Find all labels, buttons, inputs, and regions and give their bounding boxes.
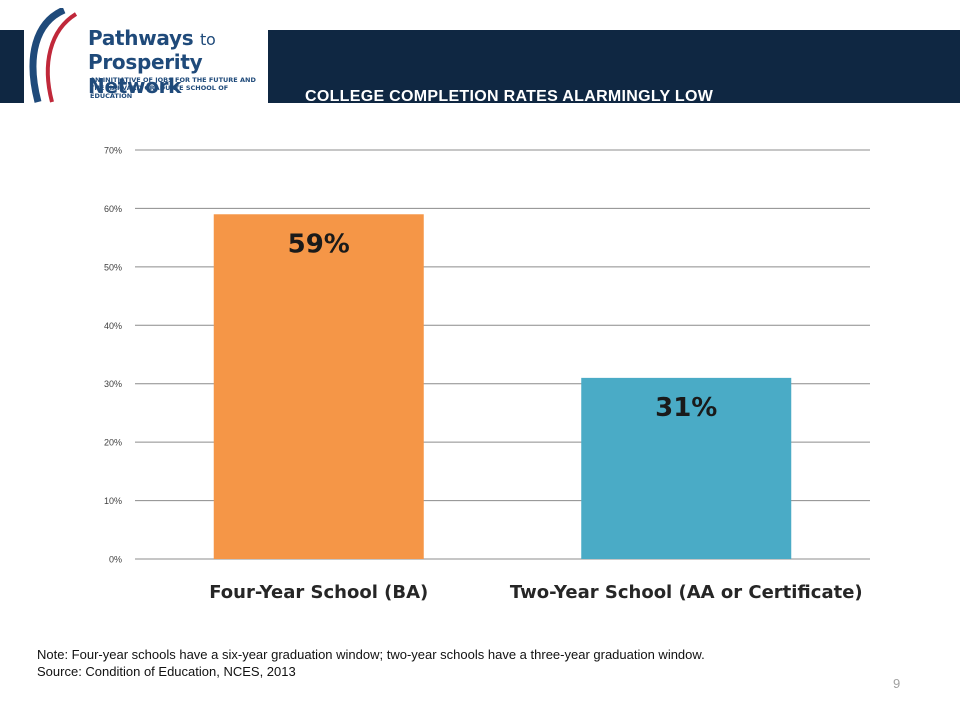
y-tick-label: 0% — [109, 555, 122, 565]
y-tick-label: 30% — [104, 379, 122, 389]
y-tick-label: 20% — [104, 438, 122, 448]
logo-line2: Prosperity Network — [88, 50, 203, 98]
y-tick-label: 10% — [104, 496, 122, 506]
x-category-label: Four-Year School (BA) — [209, 582, 428, 603]
x-category-label: Two-Year School (AA or Certificate) — [510, 582, 863, 603]
data-label: 31% — [655, 393, 717, 423]
data-label: 59% — [288, 229, 350, 259]
logo: Pathways to Prosperity Network AN INITIA… — [24, 8, 268, 104]
bar — [581, 377, 792, 559]
bar — [213, 214, 424, 559]
y-tick-label: 50% — [104, 262, 122, 272]
y-tick-label: 40% — [104, 321, 122, 331]
slide-title: COLLEGE COMPLETION RATES ALARMINGLY LOW — [305, 88, 714, 105]
logo-line1: Pathways to — [88, 26, 216, 50]
footnote: Note: Four-year schools have a six-year … — [37, 646, 705, 680]
y-tick-label: 60% — [104, 204, 122, 214]
source-text: Source: Condition of Education, NCES, 20… — [37, 664, 296, 679]
logo-tagline: AN INITIATIVE OF JOBS FOR THE FUTURE AND… — [90, 76, 256, 100]
note-text: Note: Four-year schools have a six-year … — [37, 647, 705, 662]
logo-arc-icon — [29, 8, 78, 103]
page-number: 9 — [893, 676, 901, 691]
y-tick-label: 70% — [104, 146, 122, 156]
